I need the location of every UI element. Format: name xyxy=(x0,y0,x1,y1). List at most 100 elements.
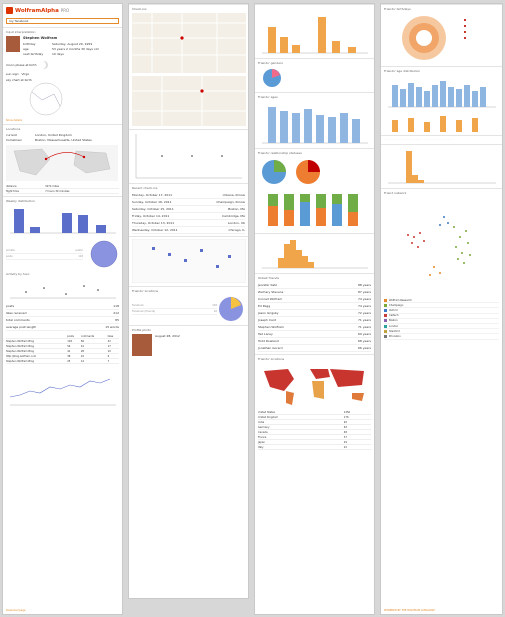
show-details-link[interactable]: Show details xyxy=(6,119,22,122)
moon-label: moon phase at birth xyxy=(6,63,37,67)
month-bar-chart xyxy=(388,81,496,108)
app-logo[interactable]: WolframAlpha xyxy=(15,7,59,14)
table-row: Stephen Wolfram Blog 59 41 17 xyxy=(6,343,119,349)
pod-title: Locations xyxy=(6,127,21,131)
pod-title: Recent check-ins xyxy=(132,186,158,190)
pro-badge: PRO xyxy=(60,8,70,13)
page-footer: POWERED BY THE WOLFRAM LANGUAGE xyxy=(384,609,499,612)
age-histogram xyxy=(262,240,368,269)
next-birthday-label: next birthday xyxy=(23,52,44,56)
profile-pod: Input interpretation Stephen Wolfram bir… xyxy=(3,27,122,124)
pod-title: Profile photo xyxy=(132,328,151,332)
list-item: Thursday, October 13, 2011 London, UK xyxy=(132,221,245,227)
list-item: Sunday, October 16, 2011 Champaign, Illin… xyxy=(132,200,245,206)
friends-pie-pod: Friends' locations Facebook 128 Facebook … xyxy=(129,286,248,325)
gender-pod: Friends' genders xyxy=(255,58,374,92)
pod-title: Check-ins xyxy=(132,7,147,11)
network-pod: Friend network Wolfram Research Champaig… xyxy=(381,188,502,342)
wolfram-star-icon xyxy=(6,7,13,14)
activity-pod: Weekly distribution private public posts 1… xyxy=(3,196,122,410)
tag-list-pod: · · · · · · · · · · · · · · · · · · · · … xyxy=(381,135,502,144)
birthday-wheel-pod: Friends' birthdays xyxy=(381,4,502,66)
ages-pod: Friends' ages xyxy=(255,92,374,148)
profile-photo xyxy=(132,334,152,356)
pod-title: Friends' age distribution xyxy=(384,69,421,73)
distribution-histogram xyxy=(388,151,496,184)
hometown-label: hometown xyxy=(6,138,22,142)
location-map xyxy=(6,145,118,181)
pod-title: Friends' relationship statuses xyxy=(258,151,302,155)
bars-pod xyxy=(255,4,374,58)
moon-phase-icon xyxy=(39,61,49,69)
relationship-pies xyxy=(262,160,320,184)
tag-cloud: · · · · · · · · · · · · · · · · · · · · … xyxy=(384,138,452,141)
list-item: Conrad Wolfram 74 years xyxy=(258,297,371,303)
month-bar-chart-2 xyxy=(392,116,478,132)
list-item[interactable]: Boston xyxy=(384,319,499,324)
stats-list: posts 118 likes received 212 total comment… xyxy=(6,303,119,331)
list-item[interactable]: Princeton xyxy=(384,334,499,340)
pod-title: Oldest friends xyxy=(258,276,279,280)
table-row: Stephen Wolfram Blog 25 14 7 xyxy=(6,358,119,364)
table-row: France 37 xyxy=(258,434,371,440)
avatar xyxy=(6,36,20,52)
pod-title: Friends' birthdays xyxy=(384,7,411,11)
distribution-pod xyxy=(381,144,502,188)
pod-title: Friends' genders xyxy=(258,61,283,65)
flight-time-value: 7 hours 30 minutes xyxy=(45,188,119,194)
search-input[interactable]: my facebook xyxy=(6,18,119,24)
results-column-3: Friends' genders Friends' ages Friends' … xyxy=(254,3,375,615)
list-item: Ted Lacey 69 years xyxy=(258,332,371,338)
pod-title: Input interpretation xyxy=(6,30,36,34)
friend-network-graph xyxy=(407,216,471,276)
birthday-label: birthday xyxy=(23,42,36,46)
checkins-pod: Recent check-ins Monday, October 17, 201… xyxy=(129,183,248,236)
photo-pod: Profile photo August 28, 2012 xyxy=(129,325,248,358)
list-item[interactable]: Champaign xyxy=(384,303,499,309)
distance-label: distance xyxy=(6,184,46,189)
profile-name: Stephen Wolfram xyxy=(23,36,58,40)
table-row: Canada 48 xyxy=(258,429,371,435)
photo-date: August 28, 2012 xyxy=(155,334,180,338)
activity-scatter xyxy=(10,285,116,299)
age-hist-pod xyxy=(255,233,374,273)
oldest-friends-pod: Oldest friends Jennifer Katz 88 years Zac… xyxy=(255,273,374,354)
table-row: India 92 xyxy=(258,419,371,425)
table-row: United States 1450 xyxy=(258,410,371,415)
table-row: Stephen Wolfram Blog 41 28 10 xyxy=(6,348,119,354)
header: WolframAlpha PRO xyxy=(3,4,122,17)
list-item[interactable]: Wolfram Research xyxy=(384,298,499,304)
list-item[interactable]: Stanford xyxy=(384,329,499,335)
stat-row: total comments 85 xyxy=(6,318,119,324)
country-table: United States 1450 United Kingdom 176 Indi… xyxy=(258,410,371,450)
list-item: Saturday, October 15, 2011 Boston, MA xyxy=(132,207,245,213)
list-item[interactable]: London xyxy=(384,324,499,330)
download-link[interactable]: Download page xyxy=(6,609,26,612)
histogram-title: Activity by hour xyxy=(6,272,30,276)
pod-title: Friends' locations xyxy=(132,289,159,293)
list-item: Stephen Wolfram 71 years xyxy=(258,325,371,331)
stacked-bars xyxy=(268,194,358,226)
time-scatter xyxy=(135,134,242,179)
line-chart xyxy=(9,378,116,406)
flight-time-label: flight time xyxy=(6,188,46,194)
sun-sign-value: Virgo xyxy=(21,72,30,76)
bar-chart-orange xyxy=(262,17,368,54)
list-item[interactable]: Caltech xyxy=(384,314,499,319)
location-pod: Locations current London, United Kingdom… xyxy=(3,124,122,196)
table-row: Germany 63 xyxy=(258,424,371,430)
sun-sign-label: sun sign xyxy=(6,72,19,76)
ages-bar-chart xyxy=(262,107,368,144)
page-footer: Download page xyxy=(6,609,119,612)
results-column-2: Check-ins Recent check-ins M xyxy=(128,3,249,599)
list-item: Joseph Cant 71 years xyxy=(258,318,371,324)
distance-value: 3274 miles xyxy=(45,184,119,189)
list-item[interactable]: Oxford xyxy=(384,308,499,314)
weekly-bar-chart xyxy=(10,209,116,234)
current-value: London, United Kingdom xyxy=(35,133,72,137)
results-column-1: WolframAlpha PRO my facebook Input inter… xyxy=(2,3,123,615)
weekly-grid-pod xyxy=(129,236,248,286)
hometown-value: Boston, Massachusetts, United States xyxy=(35,138,92,142)
list-item: Zachary Stevens 87 years xyxy=(258,290,371,296)
gender-pie xyxy=(263,69,281,87)
